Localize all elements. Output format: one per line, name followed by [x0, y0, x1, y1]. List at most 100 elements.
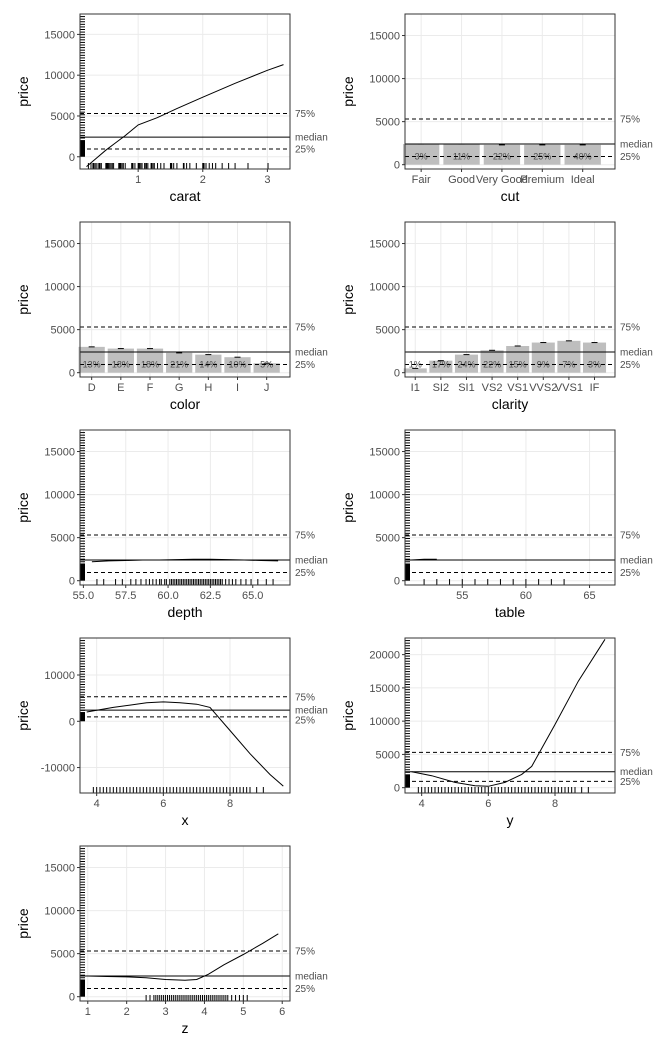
bar [454, 354, 478, 373]
bar [403, 368, 427, 373]
bar [429, 360, 453, 373]
bar-label: 18% [112, 360, 130, 370]
x-tick-label: 65 [583, 590, 595, 602]
bar [524, 144, 561, 165]
x-axis-title: carat [169, 188, 200, 204]
x-tick-label: G [175, 382, 184, 394]
x-axis-title: cut [501, 188, 520, 204]
x-axis-title: table [495, 604, 526, 620]
y-axis-title: price [15, 284, 31, 315]
y-tick-label: 15000 [44, 29, 75, 41]
x-tick-label: 8 [227, 798, 233, 810]
ref-label-median: median [620, 556, 653, 567]
ref-label-75: 75% [295, 947, 315, 958]
x-tick-label: 65.0 [242, 590, 263, 602]
y-tick-label: 15000 [369, 239, 400, 251]
y-axis-title: price [340, 700, 356, 731]
panel-border [79, 221, 291, 378]
ref-label-75: 75% [295, 531, 315, 542]
x-axis-title: x [182, 812, 189, 828]
ref-label-median: median [295, 556, 328, 567]
y-tick-label: 5000 [376, 533, 400, 545]
x-tick-label: 3 [162, 1006, 168, 1018]
x-tick-label: SI1 [458, 382, 475, 394]
bar-label: 25% [533, 152, 551, 162]
ref-label-median: median [620, 767, 653, 778]
ref-label-25: 25% [620, 568, 640, 579]
x-tick-label: 2 [200, 174, 206, 186]
y-tick-label: 20000 [369, 650, 400, 662]
y-tick-label: 10000 [44, 906, 75, 918]
bar [582, 342, 607, 373]
y-tick-label: -10000 [41, 763, 75, 775]
bar [506, 346, 530, 373]
bar [107, 348, 134, 373]
bar-label: 5% [260, 360, 273, 370]
ref-label-75: 75% [620, 115, 640, 126]
rug-dense-y [405, 563, 410, 581]
y-axis-title: price [340, 492, 356, 523]
pd-curve [86, 64, 284, 167]
panel-border [404, 13, 616, 170]
rug-dense-y [80, 712, 85, 722]
x-tick-label: 60.0 [157, 590, 178, 602]
x-tick-label: 4 [419, 798, 425, 810]
ref-label-25: 25% [295, 716, 315, 727]
panel-border [404, 429, 616, 586]
bar [195, 354, 222, 373]
y-tick-label: 15000 [369, 31, 400, 43]
rug-dense-y [80, 563, 85, 581]
x-axis-title: depth [167, 604, 202, 620]
y-tick-label: 5000 [51, 949, 75, 961]
ref-label-median: median [620, 348, 653, 359]
x-tick-label: 8 [552, 798, 558, 810]
x-tick-label: E [117, 382, 124, 394]
x-tick-label: D [88, 382, 96, 394]
y-tick-label: 10000 [44, 670, 75, 682]
bar-label: 9% [537, 360, 550, 370]
x-tick-label: 57.5 [115, 590, 136, 602]
x-tick-label: F [147, 382, 154, 394]
x-tick-label: 55.0 [73, 590, 94, 602]
x-tick-label: IF [590, 382, 600, 394]
ref-label-75: 75% [620, 531, 640, 542]
panel-border [404, 637, 616, 794]
x-axis-title: z [182, 1020, 189, 1036]
y-axis-title: price [15, 492, 31, 523]
y-tick-label: 5000 [376, 117, 400, 129]
x-tick-label: VS1 [507, 382, 528, 394]
y-tick-label: 15000 [44, 447, 75, 459]
x-tick-label: 6 [160, 798, 166, 810]
ref-label-median: median [295, 706, 328, 717]
bar-label: 22% [493, 152, 511, 162]
y-tick-label: 5000 [376, 749, 400, 761]
x-tick-label: VVS1 [555, 382, 583, 394]
bar [483, 144, 521, 165]
y-tick-label: 5000 [51, 111, 75, 123]
y-tick-label: 0 [69, 152, 75, 164]
bar-label: 13% [83, 360, 101, 370]
y-tick-label: 15000 [44, 239, 75, 251]
x-tick-label: 6 [485, 798, 491, 810]
bar [443, 144, 480, 165]
y-tick-label: 15000 [44, 863, 75, 875]
ref-label-25: 25% [295, 145, 315, 156]
y-tick-label: 0 [69, 368, 75, 380]
x-tick-label: 1 [85, 1006, 91, 1018]
y-axis-title: price [15, 908, 31, 939]
x-tick-label: 1 [135, 174, 141, 186]
ref-label-median: median [620, 140, 653, 151]
bar [531, 342, 555, 373]
x-tick-label: 60 [520, 590, 532, 602]
ref-label-75: 75% [295, 323, 315, 334]
ref-label-median: median [295, 348, 328, 359]
pd-curve [411, 558, 437, 561]
x-tick-label: I1 [411, 382, 420, 394]
y-tick-label: 5000 [376, 325, 400, 337]
x-tick-label: Good [448, 174, 475, 186]
y-tick-label: 10000 [369, 490, 400, 502]
x-tick-label: VVS2 [529, 382, 557, 394]
